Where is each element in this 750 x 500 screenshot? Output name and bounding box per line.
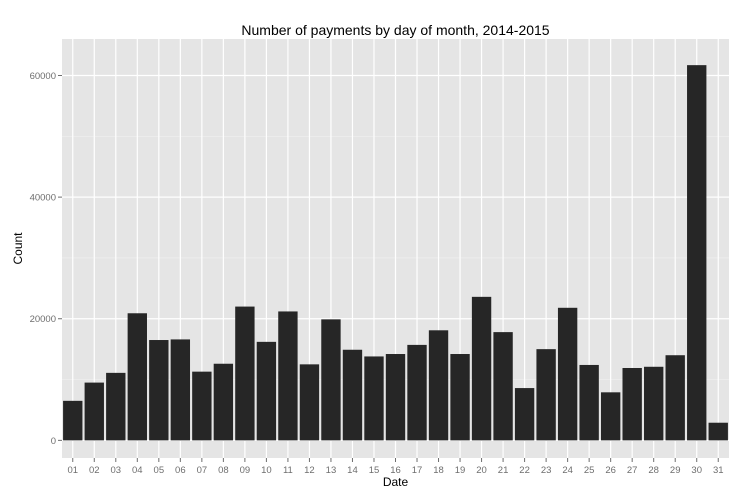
x-tick-label: 03	[111, 465, 122, 476]
x-tick-label: 20	[476, 465, 487, 476]
bar-16	[385, 354, 406, 441]
x-tick-label: 26	[605, 465, 616, 476]
x-tick-label: 05	[154, 465, 165, 476]
y-axis-title: Count	[11, 232, 25, 265]
x-tick-label: 12	[304, 465, 315, 476]
bar-14	[342, 349, 363, 441]
x-tick-label: 11	[283, 465, 293, 476]
bar-04	[127, 313, 147, 441]
x-tick-label: 09	[240, 465, 251, 476]
bar-11	[278, 311, 298, 441]
bar-27	[622, 367, 642, 441]
y-tick-label: 60000	[30, 71, 56, 82]
bar-03	[106, 372, 126, 441]
x-axis: 01 02 03 04 05 06 07 08 09 10 11 12 13 14 15 16 17 18 19 20…	[67, 458, 724, 476]
x-tick-label: 31	[713, 465, 724, 476]
bar-19	[450, 354, 470, 441]
x-tick-label: 04	[132, 465, 143, 476]
x-tick-label: 13	[326, 465, 337, 476]
bar-09	[235, 306, 255, 441]
x-tick-label: 28	[648, 465, 659, 476]
bar-08	[213, 363, 234, 441]
x-tick-label: 01	[67, 465, 78, 476]
bar-25	[579, 364, 599, 441]
bar-06	[170, 339, 191, 441]
chart-title: Number of payments by day of month, 2014…	[241, 22, 549, 38]
x-tick-label: 18	[433, 465, 444, 476]
x-tick-label: 30	[691, 465, 702, 476]
y-axis: 0 20000 40000 60000	[30, 71, 62, 447]
bar-18	[428, 330, 449, 441]
bar-30	[687, 65, 707, 441]
bar-12	[299, 364, 320, 441]
x-tick-label: 17	[412, 465, 423, 476]
bar-07	[192, 371, 212, 441]
x-tick-label: 08	[218, 465, 229, 476]
x-tick-label: 15	[369, 465, 380, 476]
x-tick-label: 10	[261, 465, 272, 476]
bar-15	[364, 356, 384, 441]
bar-31	[708, 422, 728, 441]
bar-17	[407, 344, 427, 441]
bar-29	[665, 355, 685, 441]
bar-24	[557, 307, 578, 441]
x-axis-title: Date	[383, 475, 409, 489]
bar-01	[63, 400, 83, 441]
x-tick-label: 19	[455, 465, 466, 476]
bar-10	[256, 341, 277, 441]
bar-28	[644, 366, 664, 441]
x-tick-label: 21	[498, 465, 509, 476]
x-tick-label: 06	[175, 465, 186, 476]
x-tick-label: 07	[197, 465, 208, 476]
x-tick-label: 14	[347, 465, 358, 476]
x-tick-label: 23	[541, 465, 552, 476]
bar-20	[471, 296, 492, 441]
bar-13	[321, 319, 341, 441]
bar-05	[149, 340, 169, 441]
x-tick-label: 27	[627, 465, 638, 476]
bar-21	[493, 332, 513, 441]
bar-23	[536, 349, 556, 441]
bar-02	[84, 382, 104, 441]
y-tick-label: 0	[51, 436, 56, 447]
x-tick-label: 16	[390, 465, 401, 476]
x-tick-label: 24	[562, 465, 573, 476]
x-tick-label: 02	[89, 465, 100, 476]
bar-26	[600, 392, 621, 441]
x-tick-label: 29	[670, 465, 681, 476]
y-tick-label: 20000	[30, 314, 56, 325]
bar-22	[514, 388, 535, 441]
x-tick-label: 25	[584, 465, 595, 476]
y-tick-label: 40000	[30, 193, 56, 204]
x-tick-label: 22	[519, 465, 530, 476]
bars	[63, 65, 728, 441]
